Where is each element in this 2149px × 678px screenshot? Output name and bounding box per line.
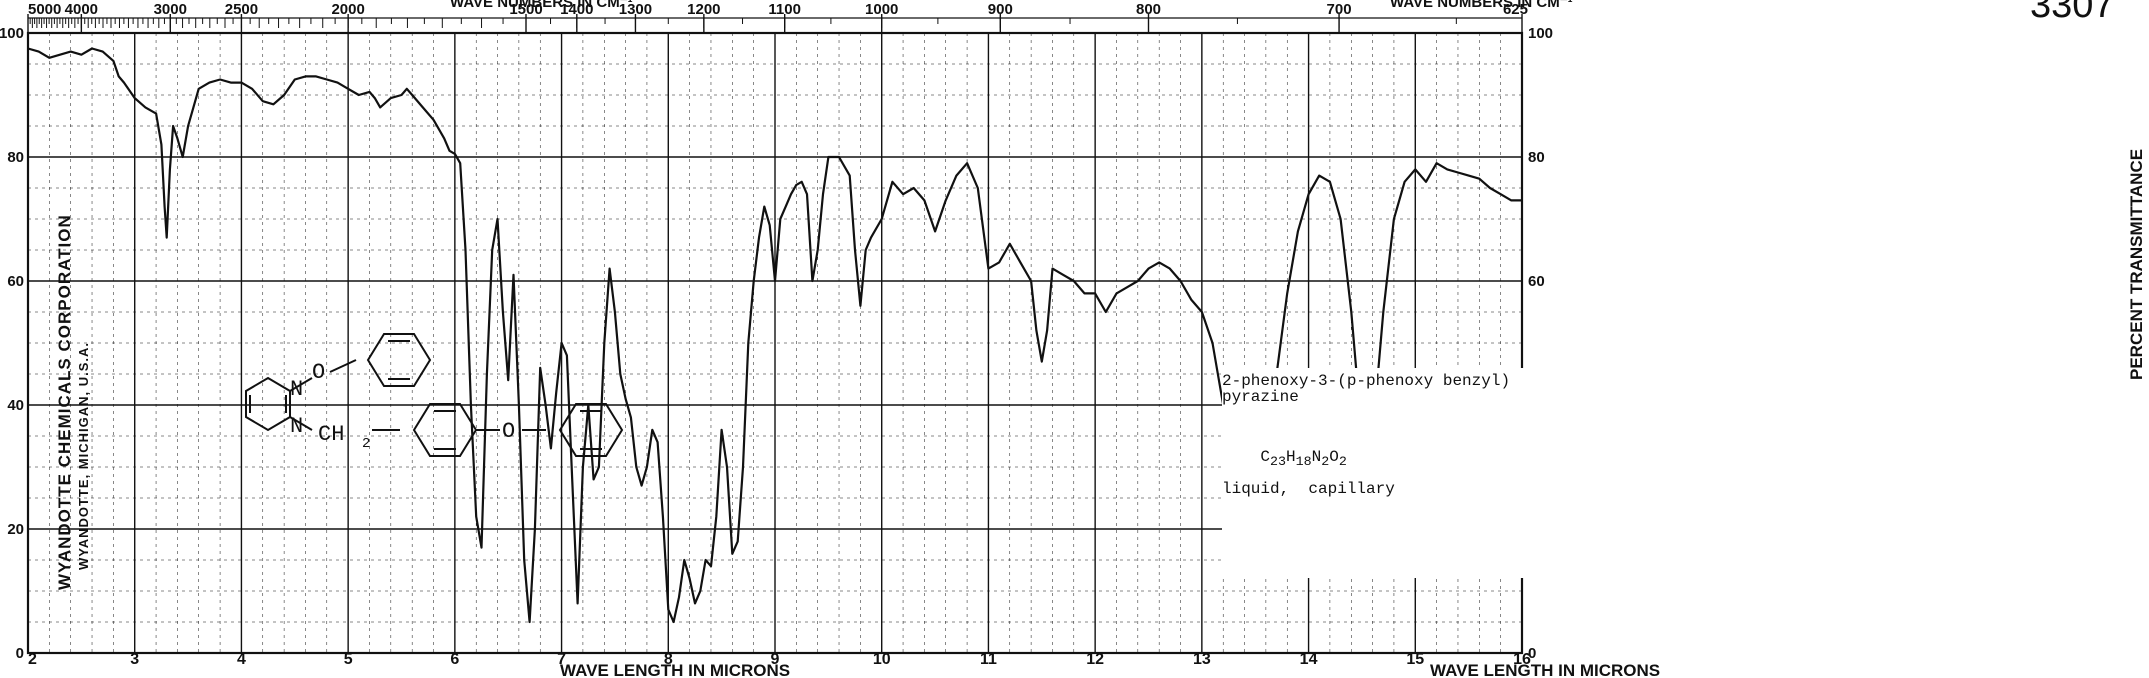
x-tick-label: 2: [28, 651, 37, 668]
x-tick-label: 10: [873, 651, 891, 668]
wavenumber-tick-label: 2500: [225, 1, 258, 18]
formula-h-count: 18: [1295, 455, 1312, 471]
x-tick-label: 16: [1513, 651, 1531, 668]
x-tick-label: 6: [450, 651, 459, 668]
y-tick-label-right: 60: [1528, 273, 1545, 290]
x-tick-label: 7: [557, 651, 566, 668]
x-axis-tick-labels: 2 3 4 5 6 7 8 9 10 11 12 13 14 15 16: [28, 651, 1531, 668]
spectrum-number: 3307: [2030, 0, 2115, 26]
plot-frame: [26, 31, 1524, 655]
x-tick-label: 14: [1300, 651, 1318, 668]
structure-ch2: CH: [318, 422, 344, 447]
structure-ch2-subscript: 2: [362, 436, 370, 452]
wavenumber-tick-label: 900: [988, 1, 1013, 18]
wavenumber-tick-label: 5000: [28, 1, 61, 18]
structure-o2: O: [502, 419, 515, 444]
wavenumber-tick-label: 1200: [687, 1, 720, 18]
y-tick-label-left: 20: [7, 521, 24, 538]
x-tick-label: 3: [130, 651, 139, 668]
company-name: WYANDOTTE CHEMICALS CORPORATION: [55, 214, 74, 590]
y-axis-label: PERCENT TRANSMITTANCE: [2127, 149, 2146, 380]
x-tick-label: 9: [771, 651, 780, 668]
wavenumber-tick-label: 800: [1136, 1, 1161, 18]
wavenumber-scale: 5000 4000 3000 2500 2000 1500 1400 1300 1200 1100…: [27, 1, 1528, 33]
y-tick-label-right: 0: [1528, 645, 1536, 662]
plot-border: [26, 31, 1524, 655]
structure-n1: N: [290, 377, 303, 402]
formula-c-count: 23: [1270, 455, 1287, 471]
wavenumber-tick-label: 1400: [560, 1, 593, 18]
y-tick-label-left: 0: [16, 645, 24, 662]
wavenumber-tick-label: 1100: [768, 1, 801, 18]
y-tick-label-left: 80: [7, 149, 24, 166]
wavenumber-tick-label: 3000: [154, 1, 187, 18]
x-tick-label: 5: [344, 651, 353, 668]
wavenumber-tick-label: 1500: [509, 1, 542, 18]
formula-n: N: [1311, 448, 1322, 466]
x-tick-label: 13: [1193, 651, 1211, 668]
formula-c: C: [1260, 448, 1271, 466]
wavenumber-tick-label: 1300: [619, 1, 652, 18]
chemical-structure: [245, 333, 624, 457]
y-tick-label-right: 80: [1528, 149, 1545, 166]
y-tick-label-left: 100: [0, 25, 24, 42]
wavenumber-tick-label: 2000: [331, 1, 364, 18]
compound-info-box: 2-phenoxy-3-(p-phenoxy benzyl) pyrazine …: [1222, 368, 1562, 578]
top-axis-label-right: WAVE NUMBERS IN CM⁻¹: [1390, 0, 1573, 11]
compound-state: liquid, capillary: [1222, 480, 1395, 498]
structure-o1: O: [312, 360, 325, 385]
compound-formula: C23H18N2O2: [1222, 430, 1347, 490]
formula-n-count: 2: [1321, 455, 1330, 471]
formula-h: H: [1286, 448, 1296, 466]
compound-name-line1: 2-phenoxy-3-(p-phenoxy benzyl): [1222, 372, 1511, 390]
wavenumber-tick-label: 625: [1503, 1, 1528, 18]
structure-n2: N: [290, 414, 303, 439]
wavenumber-tick-label: 1000: [865, 1, 898, 18]
y-tick-label-right: 100: [1528, 25, 1553, 42]
top-axis-label-left: WAVE NUMBERS IN CM⁻¹: [450, 0, 633, 11]
x-axis-label-right: WAVE LENGTH IN MICRONS: [1430, 661, 1660, 678]
x-tick-label: 11: [980, 651, 997, 668]
x-tick-label: 4: [237, 651, 246, 668]
spectrum-series: [27, 47, 1522, 624]
x-tick-label: 12: [1086, 651, 1104, 668]
spectrum-line: [27, 47, 1522, 624]
company-location: WYANDOTTE, MICHIGAN, U.S.A.: [76, 342, 91, 570]
y-tick-label-left: 60: [7, 273, 24, 290]
x-axis-label-left: WAVE LENGTH IN MICRONS: [560, 661, 790, 678]
y-tick-label-left: 40: [7, 397, 24, 414]
formula-o-count: 2: [1338, 455, 1347, 471]
wavenumber-tick-label: 700: [1327, 1, 1352, 18]
x-tick-label: 8: [664, 651, 673, 668]
compound-name-line2: pyrazine: [1222, 388, 1299, 406]
x-tick-label: 15: [1406, 651, 1424, 668]
formula-o: O: [1329, 448, 1339, 466]
wavenumber-tick-label: 4000: [65, 1, 98, 18]
